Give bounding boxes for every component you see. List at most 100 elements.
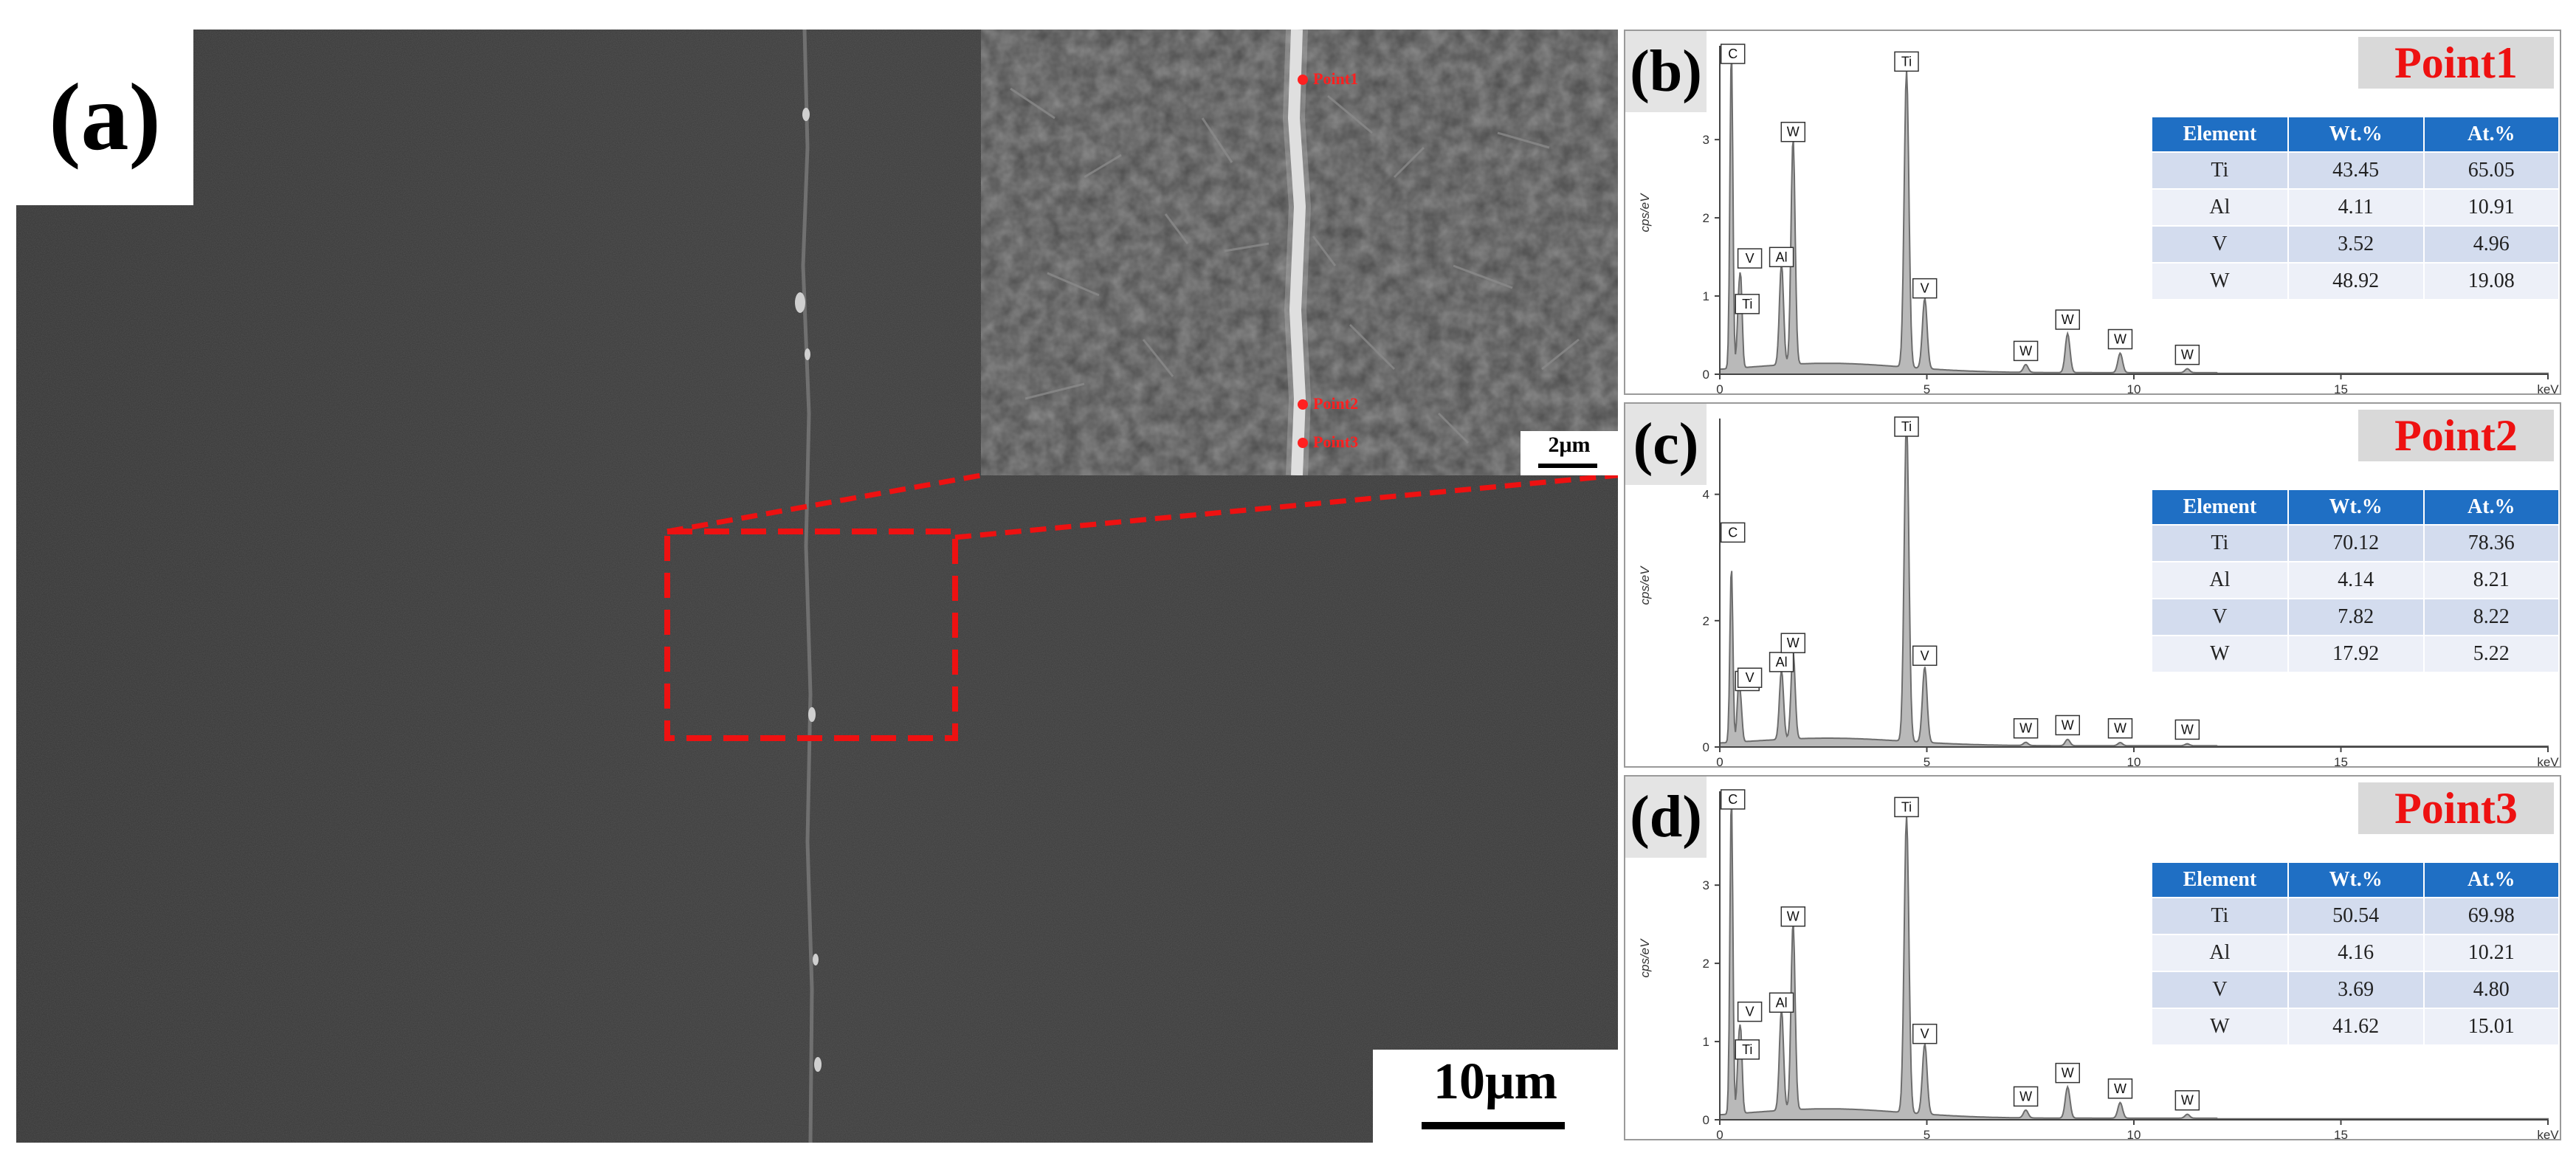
peak-label-text: W: [1787, 909, 1800, 924]
peak-label-text: Al: [1776, 249, 1788, 264]
peak-label-w: W: [2055, 309, 2080, 330]
sem-image-panel: (a) Point1 Point2 Point3: [16, 30, 1618, 1143]
peak-label-text: C: [1728, 47, 1738, 61]
table-cell: 4.11: [2287, 188, 2425, 227]
table-row: Al 4.14 8.21: [2151, 561, 2560, 599]
peak-label-v: V: [1912, 645, 1938, 667]
point1-marker: [1298, 75, 1308, 85]
table-cell: V: [2151, 598, 2289, 636]
peak-label-box: [1769, 247, 1794, 268]
table-header: At.%: [2422, 861, 2560, 898]
panel-label-d: (d): [1625, 777, 1707, 858]
peak-label-box: [2055, 1062, 2080, 1084]
scale-bar-main-line: [1422, 1122, 1565, 1129]
table-cell: 41.62: [2287, 1008, 2425, 1046]
peak-label-text: Al: [1776, 655, 1788, 669]
peak-label-text: W: [2062, 717, 2074, 732]
table-cell: Ti: [2151, 151, 2289, 190]
peak-label-w: W: [2174, 719, 2200, 740]
panel-label-c: (c): [1625, 404, 1707, 485]
peak-label-box: [1769, 652, 1794, 672]
peak-label-ti: Ti: [1735, 294, 1760, 314]
peak-label-text: Ti: [1901, 419, 1912, 434]
x-tick-label: keV: [2537, 382, 2559, 393]
point-title-b: Point1: [2358, 37, 2554, 89]
eds-panel-d: 0 5 10 15 keV 0 1 2 3 cps/eV C Ti V Al W Ti V W W W W (d) Po…: [1624, 775, 2561, 1140]
x-tick-label: keV: [2537, 755, 2559, 766]
peak-label-c: C: [1720, 789, 1746, 810]
peak-label-ti: Ti: [1894, 796, 1919, 818]
table-cell: 19.08: [2422, 262, 2560, 300]
x-tick-label: 10: [2127, 1128, 2141, 1139]
peak-label-al: Al: [1769, 992, 1794, 1013]
peak-label-v: V: [1912, 1023, 1938, 1044]
peak-label-w: W: [1780, 633, 1806, 653]
peak-label-text: W: [2114, 1081, 2126, 1096]
x-tick-label: 0: [1716, 1128, 1723, 1139]
panel-label-a: (a): [16, 30, 193, 205]
table-cell: W: [2151, 635, 2289, 673]
table-cell: Al: [2151, 188, 2289, 227]
table-header-row: Element Wt.% At.%: [2151, 116, 2560, 153]
peak-label-text: W: [2114, 721, 2126, 736]
peak-label-box: [1737, 1001, 1763, 1022]
spectrum-area: [1719, 58, 2549, 375]
table-cell: 4.96: [2422, 225, 2560, 264]
peak-label-ti: Ti: [1735, 1039, 1760, 1060]
peak-label-w: W: [2107, 1078, 2133, 1099]
peak-label-box: [1894, 416, 1919, 437]
scale-bar-inset-text: 2μm: [1548, 433, 1591, 457]
scale-bar-inset-line: [1538, 464, 1597, 468]
peak-label-box: [1735, 1039, 1760, 1060]
peak-label-box: [2013, 1086, 2039, 1107]
y-tick-label: 2: [1703, 211, 1709, 225]
zoom-connector-right: [954, 472, 1618, 540]
table-cell: 4.16: [2287, 934, 2425, 972]
peak-label-text: W: [2062, 312, 2074, 327]
table-cell: Ti: [2151, 524, 2289, 562]
x-tick-label: 15: [2334, 755, 2348, 766]
table-row: Ti 50.54 69.98: [2151, 897, 2560, 935]
peak-label-w: W: [2174, 344, 2200, 365]
table-cell: 65.05: [2422, 151, 2560, 190]
table-row: W 17.92 5.22: [2151, 635, 2560, 673]
table-cell: 15.01: [2422, 1008, 2560, 1046]
table-cell: 7.82: [2287, 598, 2425, 636]
table-cell: W: [2151, 262, 2289, 300]
peak-label-text: V: [1746, 1005, 1754, 1019]
table-header: Wt.%: [2287, 861, 2425, 898]
peak-label-box: [2174, 344, 2200, 365]
peak-label-box: [2107, 328, 2133, 350]
peak-label-box: [1780, 633, 1806, 653]
peak-label-text: W: [2019, 721, 2032, 736]
peak-label-box: [1720, 44, 1746, 64]
bright-particles: [795, 108, 822, 1072]
table-header: Element: [2151, 861, 2289, 898]
peak-label-w: W: [2107, 717, 2133, 739]
table-cell: Al: [2151, 934, 2289, 972]
peak-label-text: V: [1921, 281, 1929, 296]
peak-label-text: C: [1728, 792, 1738, 807]
point3-label: Point3: [1313, 433, 1359, 451]
peak-label-w: W: [1780, 121, 1806, 142]
peak-label-w: W: [2107, 328, 2133, 350]
y-tick-label: 0: [1703, 1113, 1709, 1127]
table-header: At.%: [2422, 489, 2560, 526]
peak-label-w: W: [2055, 1062, 2080, 1084]
table-cell: 50.54: [2287, 897, 2425, 935]
table-cell: V: [2151, 971, 2289, 1009]
peak-label-w: W: [2013, 340, 2039, 362]
peak-label-text: Ti: [1901, 54, 1912, 69]
sem-inset: Point1 Point2 Point3: [981, 30, 1618, 475]
peak-label-text: W: [2181, 1093, 2194, 1108]
composition-table-d: Element Wt.% At.% Ti 50.54 69.98 Al 4.16…: [2151, 861, 2560, 1046]
table-cell: 10.21: [2422, 934, 2560, 972]
y-axis-label: cps/eV: [1638, 193, 1652, 233]
peak-label-box: [2174, 1089, 2200, 1111]
peak-label-w: W: [1780, 906, 1806, 927]
peak-label-box: [2013, 340, 2039, 362]
peak-label-al: Al: [1769, 247, 1794, 268]
peak-label-text: Ti: [1901, 799, 1912, 814]
x-tick-label: 5: [1924, 1128, 1930, 1139]
